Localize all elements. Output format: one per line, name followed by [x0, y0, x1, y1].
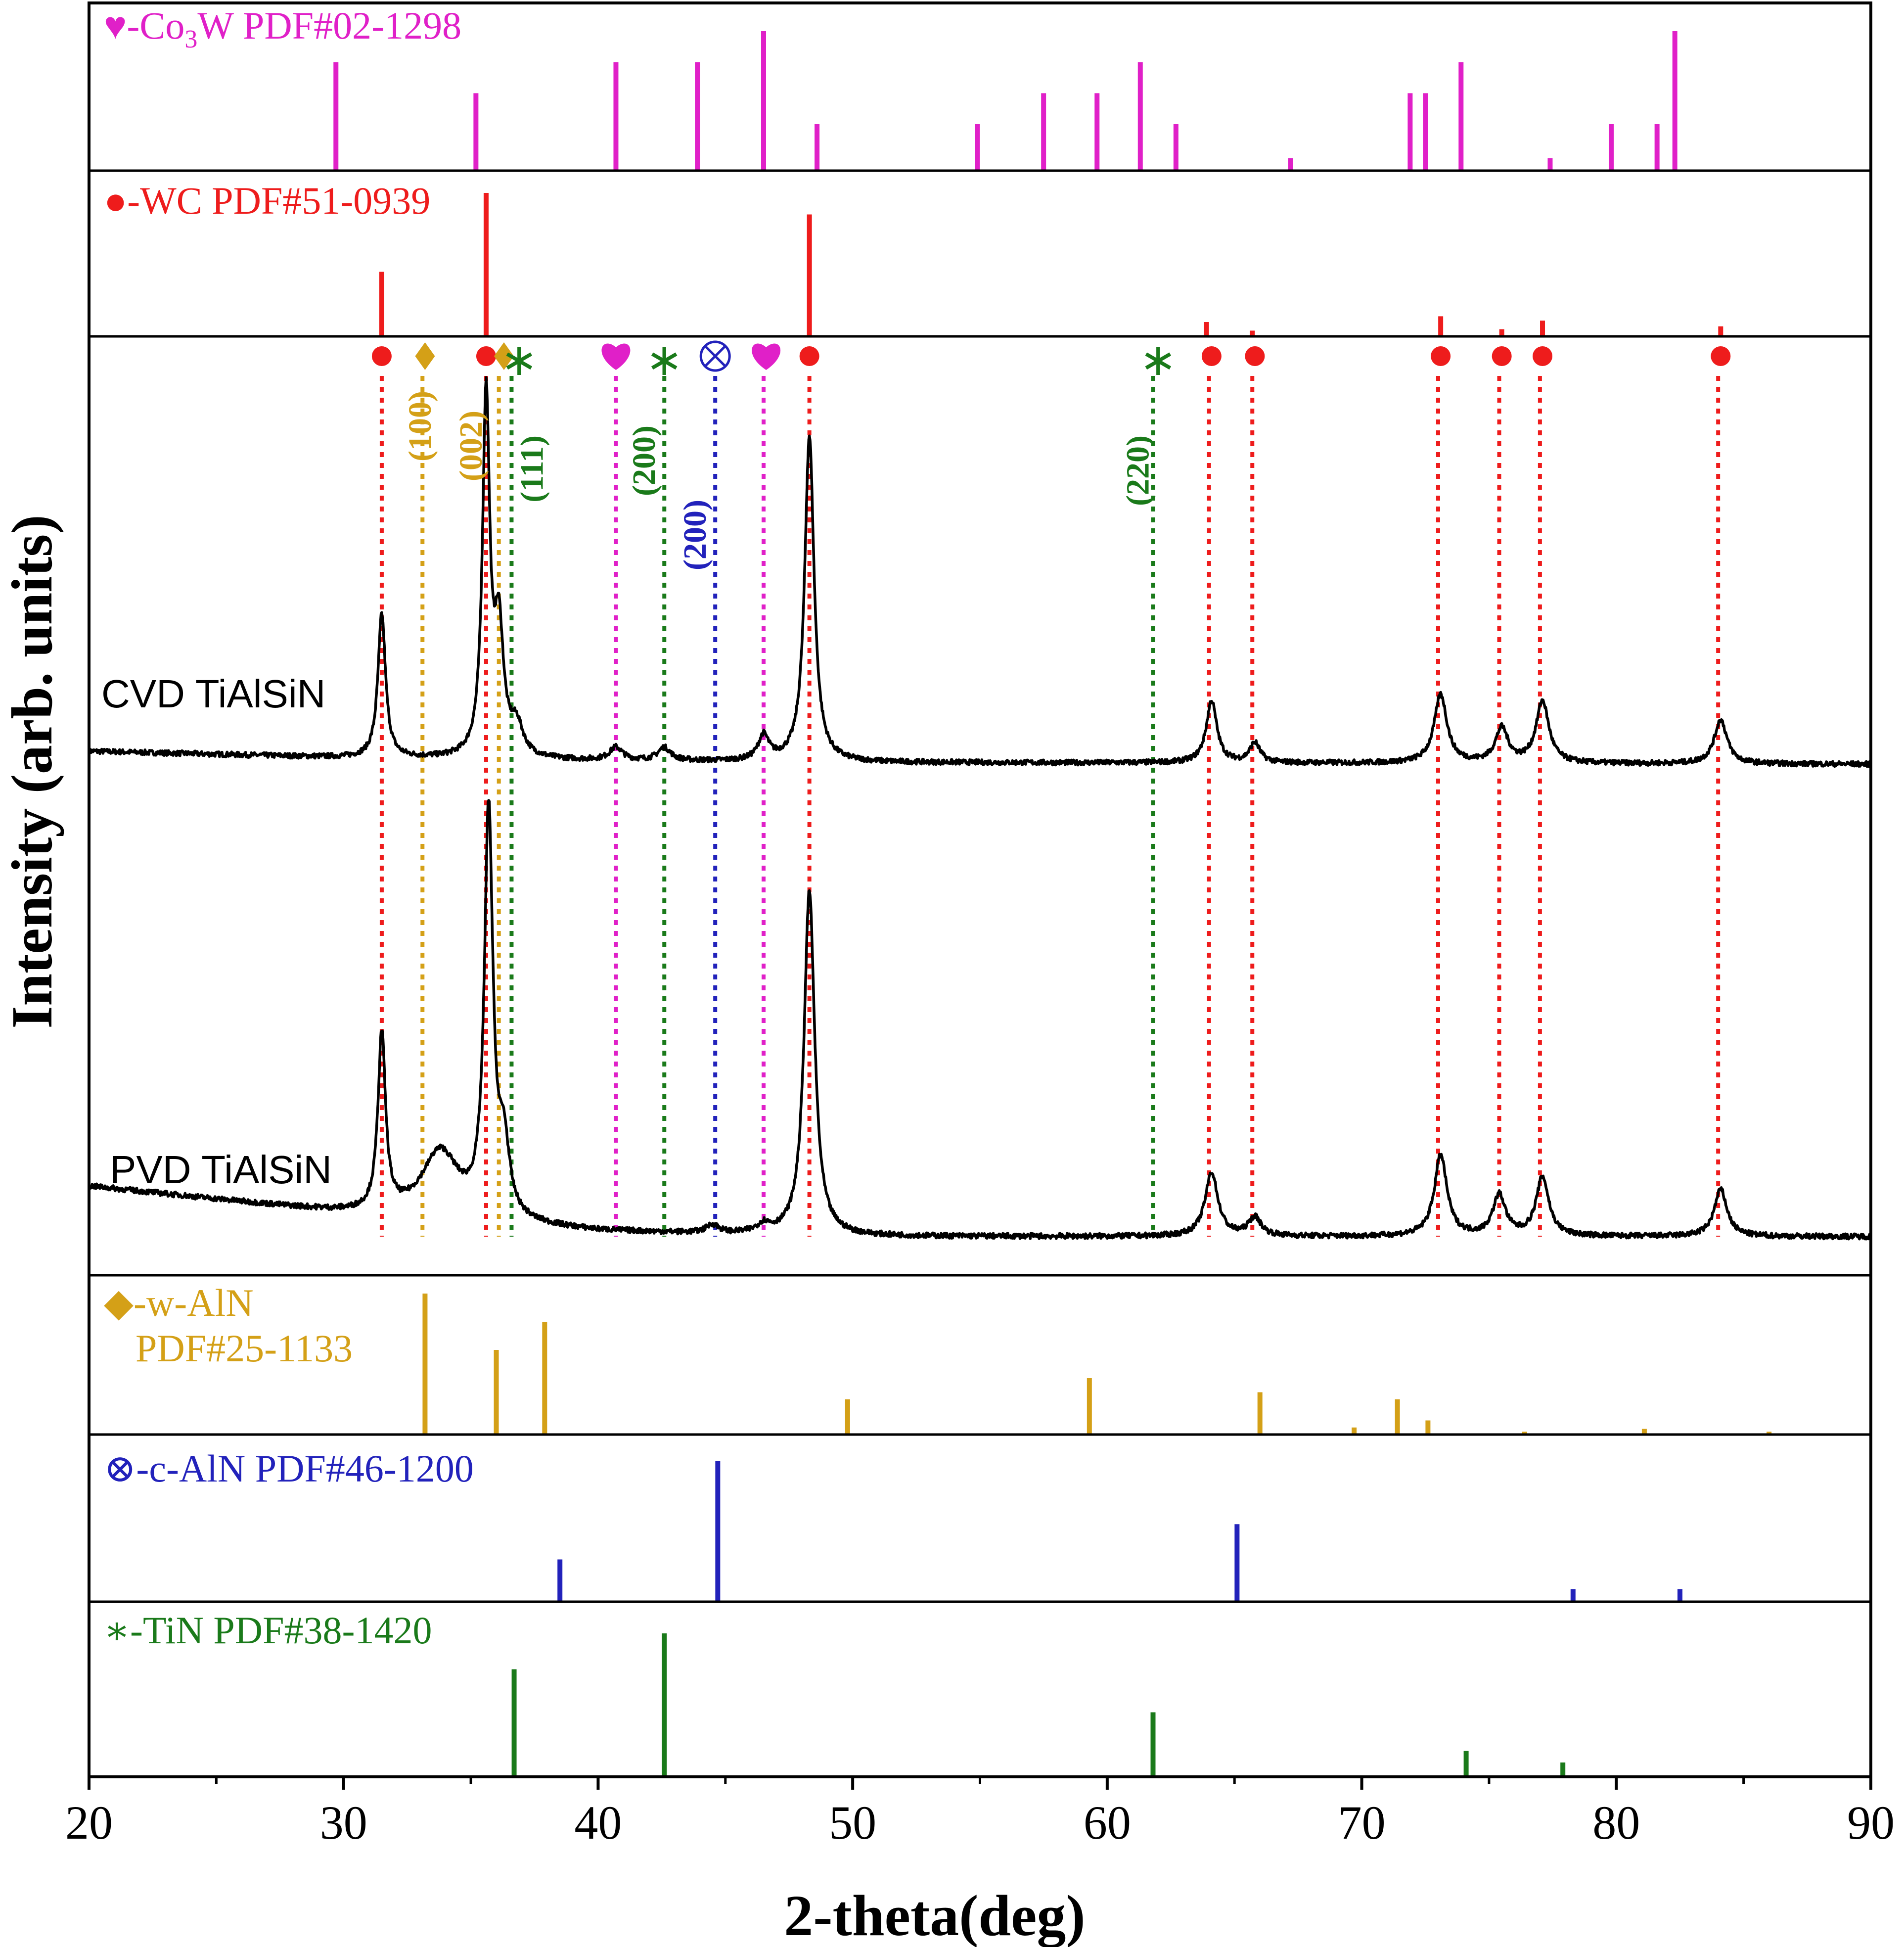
wc-dot-icon [1711, 346, 1731, 366]
panel-label-wc: ●-WC PDF#51-0939 [104, 179, 430, 222]
diamond-icon [415, 342, 435, 370]
peak-marker-co3w [601, 343, 631, 370]
heart-icon [752, 343, 781, 370]
reference-panel-wc: ●-WC PDF#51-0939 [104, 179, 1723, 336]
series-cvd: CVD TiAlSiN [88, 376, 1872, 768]
phase-symbol-co3w: ♥ [104, 4, 127, 47]
panel-label-prefix: -Co [127, 4, 184, 47]
miller-index-label: (220) [1120, 435, 1156, 506]
panel-label-text: -c-AlN PDF#46-1200 [136, 1447, 473, 1490]
reference-panels: ♥-Co3W PDF#02-1298 ●-WC PDF#51-0939 ◆-w-Al… [104, 4, 1772, 1777]
peak-marker-aln_w [415, 342, 435, 370]
peak-marker-wc [1201, 346, 1222, 366]
peak-marker-co3w [752, 343, 781, 370]
x-axis-label: 2-theta(deg) [784, 1883, 1085, 1947]
peak-marker-layer: ∗ ∗ ∗ [371, 334, 1731, 386]
peak-marker-wc [1492, 346, 1512, 366]
panel-label-line1: -w-AlN [134, 1281, 254, 1324]
reference-panel-aln_c: ⊗-c-AlN PDF#46-1200 [104, 1447, 1682, 1602]
asterisk-icon: ∗ [1139, 334, 1177, 386]
phase-symbol-aln_c: ⊗ [104, 1447, 136, 1490]
phase-symbol-tin: ∗ [104, 1609, 130, 1652]
panel-label-text: -TiN PDF#38-1420 [130, 1609, 432, 1652]
cross-stroke [704, 345, 726, 367]
peak-marker-wc [1431, 346, 1451, 366]
peak-marker-wc [799, 346, 819, 366]
x-axis: 20 30 40 50 60 70 80 90 [65, 1777, 1895, 1849]
peak-marker-wc [371, 346, 392, 366]
x-tick-label: 80 [1592, 1796, 1640, 1849]
series-line [88, 376, 1872, 768]
phase-symbol-aln_w: ◆ [104, 1281, 134, 1324]
heart-icon [601, 343, 631, 370]
peak-marker-wc [1245, 346, 1265, 366]
miller-index-label: (200) [677, 500, 713, 570]
reference-panel-co3w: ♥-Co3W PDF#02-1298 [104, 4, 1677, 171]
x-tick-label: 40 [574, 1796, 622, 1849]
series-label: PVD TiAlSiN [110, 1148, 332, 1192]
miller-index-label: (002) [453, 411, 489, 481]
x-tick-label: 70 [1338, 1796, 1386, 1849]
peak-marker-wc [1711, 346, 1731, 366]
reference-panel-tin: ∗-TiN PDF#38-1420 [104, 1609, 1566, 1777]
panel-label-aln_w: ◆-w-AlN [104, 1281, 254, 1324]
panel-label-line2: PDF#25-1133 [136, 1327, 353, 1370]
series-layer: CVD TiAlSiN PVD TiAlSiN [88, 376, 1872, 1241]
x-tick-label: 50 [829, 1796, 876, 1849]
x-tick-label: 90 [1847, 1796, 1895, 1849]
peak-marker-aln_c [699, 340, 731, 372]
annotation-layer: (100) (002) (111) (200) (200) (220) [402, 391, 1156, 570]
peak-marker-aln_w [494, 342, 514, 370]
circled-cross-icon [699, 340, 731, 372]
panel-label-subscript: 3 [184, 25, 197, 53]
series-line [88, 799, 1872, 1241]
wc-dot-icon [1533, 346, 1553, 366]
phase-symbol-wc: ● [104, 179, 127, 222]
panel-label-suffix: W PDF#02-1298 [197, 4, 461, 47]
x-tick-label: 30 [320, 1796, 367, 1849]
y-axis-label: Intensity (arb. units) [0, 514, 64, 1028]
panel-label-tin: ∗-TiN PDF#38-1420 [104, 1609, 432, 1652]
miller-index-label: (100) [402, 391, 438, 462]
wc-dot-icon [371, 346, 392, 366]
plot-border [88, 1, 1872, 1778]
x-tick-label: 20 [65, 1796, 113, 1849]
x-tick-label: 60 [1084, 1796, 1131, 1849]
wc-dot-icon [476, 346, 496, 366]
series-pvd: PVD TiAlSiN [88, 799, 1872, 1241]
miller-index-label: (200) [626, 425, 662, 496]
guide-line-layer [379, 376, 1721, 1237]
peak-marker-tin: ∗ [500, 334, 538, 386]
wc-dot-icon [1492, 346, 1512, 366]
wc-dot-icon [1431, 346, 1451, 366]
peak-marker-wc [476, 346, 496, 366]
panel-label-co3w: ♥-Co3W PDF#02-1298 [104, 4, 461, 53]
wc-dot-icon [799, 346, 819, 366]
wc-dot-icon [1201, 346, 1222, 366]
peak-marker-tin: ∗ [1139, 334, 1177, 386]
panel-label-text: -WC PDF#51-0939 [127, 179, 430, 222]
asterisk-icon: ∗ [646, 334, 683, 386]
peak-marker-wc [1533, 346, 1553, 366]
series-label: CVD TiAlSiN [101, 672, 325, 716]
panel-label-aln_c: ⊗-c-AlN PDF#46-1200 [104, 1447, 474, 1490]
plot-frame [88, 1, 1872, 1778]
asterisk-icon: ∗ [500, 334, 538, 386]
peak-marker-tin: ∗ [646, 334, 683, 386]
wc-dot-icon [1245, 346, 1265, 366]
miller-index-label: (111) [514, 435, 550, 503]
diamond-icon [494, 342, 514, 370]
